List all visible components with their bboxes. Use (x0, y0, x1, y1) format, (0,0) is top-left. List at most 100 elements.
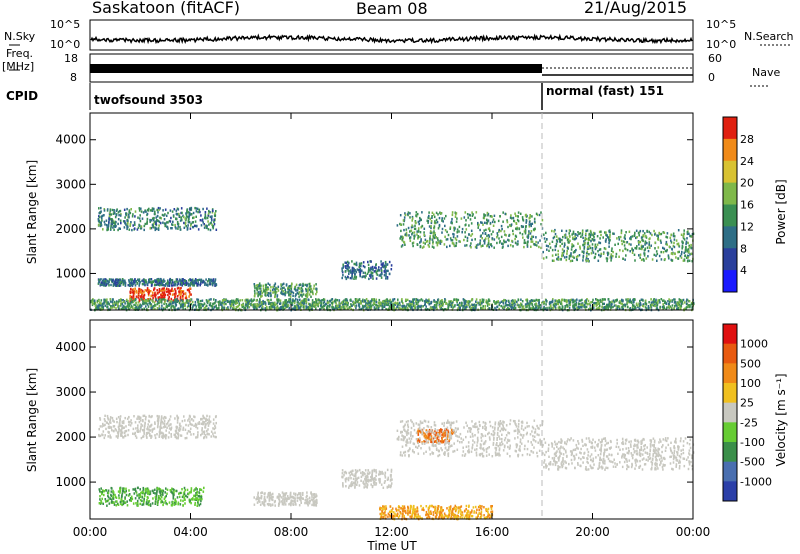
echo-cell (529, 216, 531, 219)
echo-cell (477, 243, 479, 246)
echo-cell (425, 240, 428, 243)
echo-cell (152, 291, 154, 294)
echo-cell (114, 220, 116, 223)
echo-cell (282, 293, 284, 296)
echo-cell (539, 239, 541, 242)
echo-cell (336, 304, 338, 308)
echo-cell (571, 245, 573, 249)
echo-cell (206, 414, 208, 418)
echo-cell (114, 428, 117, 431)
echo-cell (188, 214, 190, 217)
echo-cell (346, 301, 348, 304)
echo-cell (578, 232, 580, 235)
echo-cell (581, 230, 584, 233)
echo-cell (112, 304, 114, 307)
echo-cell (322, 298, 325, 301)
echo-cell (358, 301, 360, 305)
echo-cell (458, 240, 460, 243)
echo-cell (519, 231, 521, 235)
echo-cell (152, 300, 154, 303)
echo-cell (433, 230, 435, 233)
echo-cell (141, 289, 144, 293)
echo-cell (453, 298, 455, 301)
echo-cell (255, 305, 258, 308)
echo-cell (578, 299, 581, 302)
echo-cell (496, 234, 499, 237)
echo-cell (372, 303, 374, 307)
echo-cell (107, 418, 110, 421)
echo-cell (493, 214, 496, 217)
echo-cell (680, 233, 683, 236)
echo-cell (530, 230, 533, 233)
echo-cell (461, 227, 464, 231)
echo-cell (147, 426, 149, 429)
echo-cell (308, 288, 311, 291)
echo-cell (175, 431, 177, 434)
echo-cell (560, 257, 562, 261)
echo-cell (386, 276, 389, 279)
echo-cell (249, 299, 251, 302)
echo-cell (159, 298, 161, 301)
echo-cell (406, 213, 409, 216)
echo-cell (685, 306, 688, 309)
echo-cell (626, 248, 629, 252)
echo-cell (93, 299, 96, 302)
echo-cell (104, 280, 107, 283)
echo-cell (673, 301, 676, 304)
echo-cell (176, 426, 178, 429)
echo-cell (412, 244, 414, 248)
echo-cell (648, 307, 650, 310)
echo-cell (629, 307, 632, 310)
echo-cell (375, 300, 378, 304)
echo-cell (592, 234, 595, 237)
echo-cell (674, 298, 676, 301)
echo-cell (124, 416, 126, 420)
echo-cell (207, 284, 209, 287)
echo-cell (135, 436, 138, 439)
echo-cell (332, 306, 334, 309)
echo-cell (179, 219, 182, 222)
echo-cell (151, 209, 154, 212)
echo-cell (505, 234, 507, 237)
echo-cell (648, 230, 650, 234)
echo-cell (609, 233, 611, 237)
echo-cell (160, 217, 162, 220)
echo-cell (158, 296, 161, 299)
echo-cell (394, 303, 396, 306)
echo-cell (116, 279, 119, 282)
echo-cell (364, 276, 367, 279)
echo-cell (309, 303, 311, 306)
echo-cell (132, 282, 135, 286)
echo-cell (131, 300, 133, 303)
echo-cell (375, 272, 378, 275)
echo-cell (176, 278, 179, 281)
echo-cell (291, 302, 293, 305)
echo-cell (139, 214, 141, 217)
echo-cell (417, 229, 420, 232)
echo-cell (232, 301, 234, 305)
echo-cell (102, 283, 104, 287)
echo-cell (145, 308, 148, 311)
echo-cell (280, 283, 282, 286)
echo-cell (261, 306, 264, 310)
echo-cell (152, 225, 155, 228)
echo-cell (388, 260, 391, 264)
echo-cell (215, 210, 217, 213)
echo-cell (354, 269, 357, 272)
echo-cell (460, 217, 463, 220)
echo-cell (280, 305, 283, 309)
echo-cell (119, 214, 122, 217)
echo-cell (280, 307, 283, 310)
echo-cell (237, 300, 240, 303)
echo-cell (450, 221, 452, 224)
echo-cell (122, 307, 125, 310)
echo-cell (113, 300, 116, 304)
echo-cell (434, 232, 436, 235)
echo-cell (185, 225, 187, 228)
echo-cell (214, 278, 217, 281)
echo-cell (440, 240, 443, 243)
echo-cell (351, 267, 354, 270)
echo-cell (578, 306, 580, 309)
echo-cell (345, 305, 348, 308)
